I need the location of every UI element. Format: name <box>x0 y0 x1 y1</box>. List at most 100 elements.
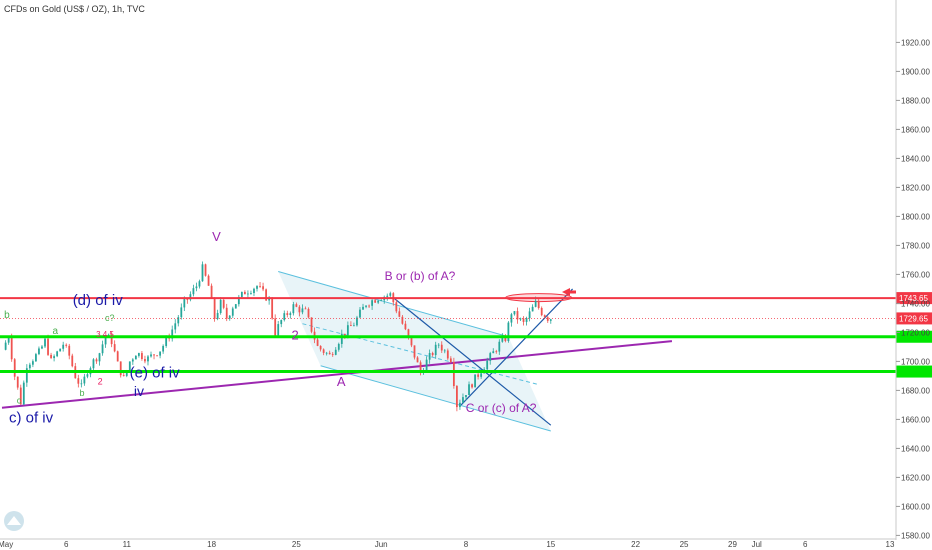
candle-body <box>116 351 119 362</box>
candle-body <box>371 300 374 306</box>
candle-body <box>147 356 149 362</box>
candle-body <box>47 338 49 355</box>
candle-body <box>156 355 158 357</box>
price-axis[interactable]: 1580.00 1600.00 1620.00 1640.00 1660.00 1680.… <box>895 0 930 540</box>
price-label-text: 1743.65 <box>899 294 928 303</box>
y-tick-label: 1700.00 <box>901 357 930 366</box>
candle-body <box>362 306 364 310</box>
candle-body <box>86 374 89 377</box>
candle-body <box>480 373 483 377</box>
candle-body <box>62 344 65 349</box>
x-tick-label: 25 <box>680 540 689 549</box>
wave-label: c) of iv <box>9 409 54 426</box>
candle-body <box>92 359 95 369</box>
candle-body <box>298 306 301 313</box>
wave-label: c? <box>105 313 115 323</box>
candle-body <box>449 358 452 363</box>
candle-body <box>522 318 525 322</box>
candle-body <box>492 351 495 354</box>
ascent-line <box>460 288 574 406</box>
candle-body <box>7 337 10 343</box>
candle-body <box>337 343 340 350</box>
candle-body <box>504 337 507 342</box>
y-tick-label: 1720.00 <box>901 328 930 337</box>
wave-label: b <box>79 388 84 398</box>
candle-body <box>398 311 401 317</box>
candle-body <box>413 345 416 358</box>
candle-body <box>210 285 213 298</box>
candle-body <box>65 344 68 346</box>
y-tick-label: 1780.00 <box>901 241 930 250</box>
candle-body <box>262 286 264 290</box>
candle-body <box>543 315 546 318</box>
candle-body <box>407 329 410 338</box>
wave-label: b <box>4 310 10 321</box>
candle-body <box>549 319 552 321</box>
y-tick-label: 1580.00 <box>901 531 930 540</box>
wave-label: c <box>17 395 22 405</box>
candle-body <box>56 351 59 357</box>
price-label-box <box>896 292 932 305</box>
x-tick-label: 25 <box>292 540 301 549</box>
candle-body <box>198 281 201 287</box>
time-axis[interactable]: May 6 11 18 25 Jun 8 15 22 25 29 Jul 6 13 <box>0 538 896 549</box>
candle-body <box>13 359 16 377</box>
candle-body <box>343 333 346 336</box>
candle-body <box>368 305 370 307</box>
candle-body <box>531 306 534 312</box>
x-tick-label: 11 <box>123 540 132 549</box>
candle-body <box>331 354 334 355</box>
descent-line <box>392 297 552 426</box>
candle-body <box>228 315 231 319</box>
candle-body <box>277 324 280 336</box>
candle-body <box>416 357 419 363</box>
candle-body <box>489 353 492 361</box>
candle-body <box>95 359 98 362</box>
candle-body <box>546 317 549 321</box>
candle-body <box>507 322 510 342</box>
candle-body <box>4 342 7 350</box>
candle-body <box>456 386 458 408</box>
candle-body <box>513 311 516 315</box>
pointer-arrow-icon <box>562 288 576 296</box>
candle-body <box>386 295 389 297</box>
y-tick-label: 1740.00 <box>901 299 930 308</box>
y-tick-label: 1820.00 <box>901 183 930 192</box>
candle-body <box>477 374 480 377</box>
candle-body <box>19 387 22 405</box>
candle-body <box>77 378 80 384</box>
price-label-text: 1729.65 <box>899 314 928 323</box>
candle-body <box>440 344 443 351</box>
candle-body <box>401 316 404 324</box>
candle-body <box>247 293 249 295</box>
candle-body <box>374 300 377 303</box>
candle-body <box>289 313 292 315</box>
candle-body <box>301 308 304 313</box>
candle-body <box>253 288 255 293</box>
wave-label: 3 4 5 <box>96 330 114 339</box>
candle-body <box>389 293 392 296</box>
wave-labels: V B or (b) of A? (d) of iv b c? a 3 4 5 2 (e) of… <box>4 229 537 426</box>
candle-body <box>110 334 113 345</box>
candle-body <box>141 353 143 360</box>
candle-body <box>171 329 174 339</box>
candle-body <box>80 383 83 385</box>
candle-body <box>240 291 243 297</box>
candle-body <box>410 337 413 346</box>
candle-body <box>380 300 383 302</box>
candle-body <box>10 337 13 360</box>
candle-body <box>128 361 131 371</box>
x-tick-label: Jun <box>375 540 388 549</box>
candle-body <box>207 275 210 286</box>
candle-body <box>316 339 319 346</box>
candle-body <box>256 286 258 289</box>
wave-label: (d) of iv <box>73 292 124 309</box>
candle-body <box>340 333 343 344</box>
y-tick-label: 1920.00 <box>901 38 930 47</box>
candle-body <box>268 298 271 301</box>
wave-label: 2 <box>98 377 103 387</box>
candle-body <box>35 354 37 362</box>
candle-body <box>452 362 455 387</box>
candle-body <box>259 286 261 287</box>
